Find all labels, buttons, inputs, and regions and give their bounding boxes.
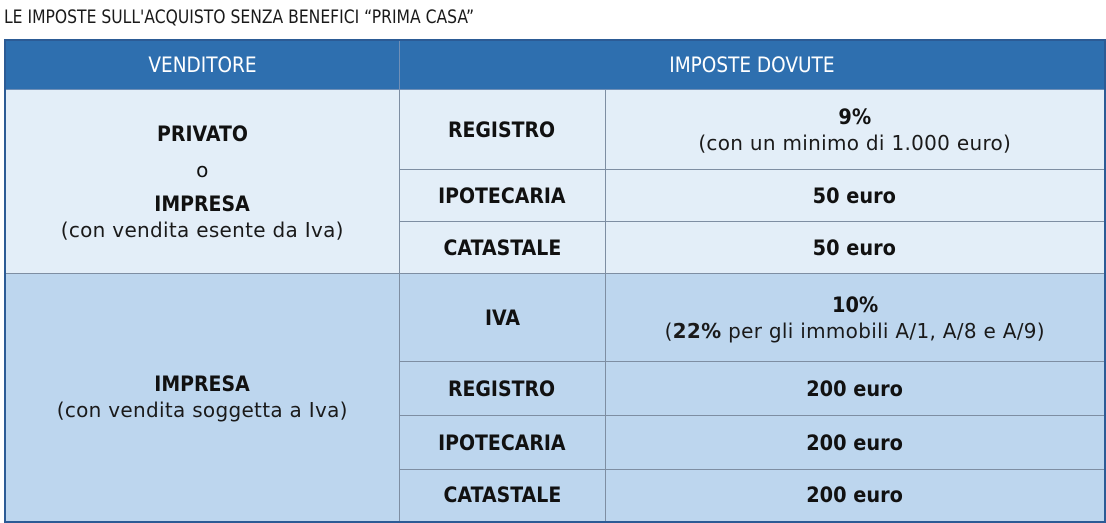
tax-note: (22% per gli immobili A/1, A/8 e A/9): [664, 318, 1045, 343]
page-title: LE IMPOSTE SULL'ACQUISTO SENZA BENEFICI …: [4, 6, 475, 28]
tax-amount-cell: 200 euro: [604, 415, 1106, 470]
tax-name-cell: IPOTECARIA: [398, 415, 606, 470]
header-seller: VENDITORE: [4, 39, 400, 90]
tax-amount-cell: 9% (con un minimo di 1.000 euro): [604, 89, 1106, 170]
tax-amount-cell: 200 euro: [604, 361, 1106, 416]
tax-table: VENDITORE IMPOSTE DOVUTE PRIVATO o IMPRE…: [4, 39, 1106, 523]
header-taxes: IMPOSTE DOVUTE: [398, 39, 1106, 90]
tax-name-cell: REGISTRO: [398, 361, 606, 416]
seller-label: IMPRESA: [154, 191, 250, 216]
seller-cell-company: IMPRESA (con vendita soggetta a Iva): [4, 273, 400, 522]
tax-amount-cell: 50 euro: [604, 169, 1106, 222]
tax-name-cell: REGISTRO: [398, 89, 606, 170]
tax-name-cell: CATASTALE: [398, 221, 606, 274]
tax-name-cell: IVA: [398, 273, 606, 362]
tax-amount-cell: 50 euro: [604, 221, 1106, 274]
table-row: PRIVATO o IMPRESA (con vendita esente da…: [4, 89, 1106, 274]
table-row: IMPRESA (con vendita soggetta a Iva) IVA…: [4, 273, 1106, 522]
seller-or: o: [196, 157, 209, 182]
tax-amount: 200 euro: [806, 483, 904, 508]
tax-note: (con un minimo di 1.000 euro): [698, 130, 1012, 155]
tax-amount: 9%: [838, 104, 872, 129]
seller-note: (con vendita esente da Iva): [60, 217, 344, 242]
tax-amount: 10%: [831, 292, 878, 317]
tax-name-cell: IPOTECARIA: [398, 169, 606, 222]
tax-amount: 50 euro: [813, 183, 897, 208]
tax-name-cell: CATASTALE: [398, 469, 606, 522]
tax-amount: 200 euro: [806, 376, 904, 401]
tax-amount-cell: 10% (22% per gli immobili A/1, A/8 e A/9…: [604, 273, 1106, 362]
seller-cell-private: PRIVATO o IMPRESA (con vendita esente da…: [4, 89, 400, 274]
tax-amount-cell: 200 euro: [604, 469, 1106, 522]
seller-label: IMPRESA: [154, 372, 250, 397]
tax-amount: 50 euro: [813, 235, 897, 260]
seller-label: PRIVATO: [156, 121, 248, 146]
tax-amount: 200 euro: [806, 430, 904, 455]
table-row: REGISTRO 200 euro: [5, 361, 1106, 416]
seller-note: (con vendita soggetta a Iva): [56, 398, 348, 423]
table-header-row: VENDITORE IMPOSTE DOVUTE: [4, 39, 1106, 90]
